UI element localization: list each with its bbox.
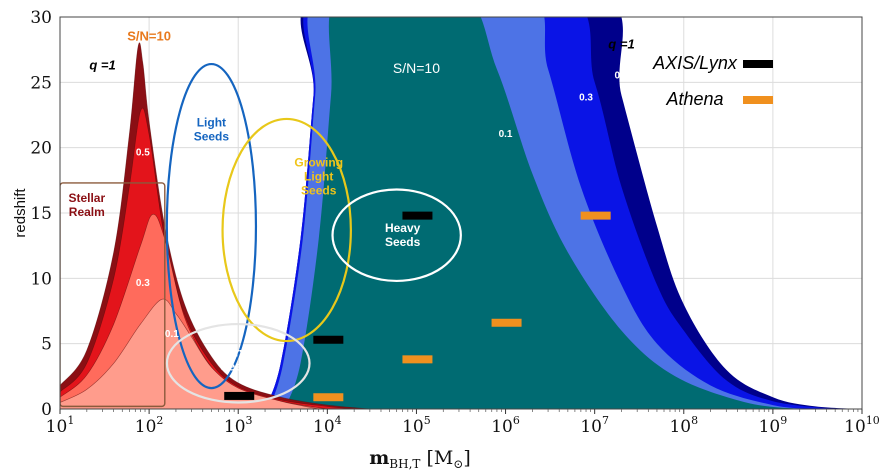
x-tick-label: 101 [46, 414, 75, 437]
growing-light-seeds-label: Seeds [301, 183, 337, 197]
q-label: q =1 [608, 36, 634, 51]
x-tick-label: 107 [580, 414, 609, 437]
y-tick-label: 5 [41, 335, 52, 355]
light-seeds-label: Light [197, 115, 226, 129]
x-tick-label: 105 [402, 414, 431, 437]
curve-labels: S/N=10 S/N=10 q =1 0.5 0.3 0.1 q =1 0.5 0.3 0.1 [89, 29, 634, 341]
y-tick-label: 30 [30, 8, 52, 28]
axis-lynx-marker [402, 211, 433, 220]
heavy-seeds-label: Seeds [385, 235, 421, 249]
growing-light-seeds-label: Light [304, 169, 333, 183]
y-tick-label: 15 [30, 204, 52, 224]
athena-marker [580, 211, 611, 220]
y-tick-label: 10 [30, 269, 52, 289]
x-tick-label: 103 [224, 414, 253, 437]
high-mass-area-q-0.1 [284, 17, 800, 409]
x-axis-ticks: 101 102 103 104 105 106 107 108 109 1010 [46, 409, 880, 437]
x-tick-label: 108 [669, 414, 698, 437]
q-label: 0.1 [499, 129, 513, 140]
growing-light-seeds-label: Growing [294, 155, 343, 169]
legend-label: Athena [665, 89, 723, 109]
high-mass-sn-label: S/N=10 [393, 60, 440, 76]
y-axis-label: redshift [12, 188, 29, 238]
x-tick-label: 1010 [844, 414, 880, 437]
starved-seeds-region [165, 322, 311, 404]
light-seeds-label: Seeds [194, 129, 230, 143]
x-axis-label: mBH,T [M⊙] [369, 447, 471, 471]
stellar-realm-label: Stellar [68, 191, 105, 205]
data-areas [60, 17, 862, 409]
light-seeds-region [165, 62, 258, 390]
y-axis-ticks: 0 5 10 15 20 25 30 [30, 8, 52, 420]
athena-marker [313, 393, 344, 402]
legend-swatch [743, 96, 773, 104]
y-tick-label: 0 [41, 400, 52, 420]
plot-frame [59, 16, 863, 410]
legend-label: AXIS/Lynx [652, 53, 738, 73]
stellar-realm-region [60, 182, 166, 408]
axis-lynx-marker [313, 335, 344, 344]
axis-lynx-marker [224, 391, 255, 400]
starved-seeds-label: Starved [216, 345, 260, 359]
growing-light-seeds-region [221, 117, 352, 343]
heavy-seeds-region [331, 188, 462, 283]
q-label: 0.3 [136, 278, 150, 289]
q-label: 0.3 [579, 93, 593, 104]
athena-marker [491, 318, 522, 327]
q-label: 0.5 [615, 70, 629, 81]
x-tick-label: 109 [759, 414, 788, 437]
seed-regions: StellarRealmLightSeedsGrowingLightSeedsH… [60, 62, 462, 408]
stellar-realm-label: Realm [69, 205, 105, 219]
x-tick-label: 106 [491, 414, 520, 437]
q-label: q =1 [89, 57, 115, 72]
starved-seeds-label: Seeds [221, 359, 257, 373]
heavy-seeds-label: Heavy [385, 221, 421, 235]
q-label: 0.1 [165, 329, 179, 340]
y-tick-label: 20 [30, 139, 52, 159]
athena-marker [402, 355, 433, 364]
y-tick-label: 25 [30, 73, 52, 93]
x-tick-label: 102 [135, 414, 164, 437]
legend: AXIS/Lynx Athena [652, 53, 773, 109]
detection-markers [224, 211, 611, 402]
legend-swatch [743, 60, 773, 68]
q-label: 0.5 [136, 148, 150, 159]
x-tick-label: 104 [313, 414, 342, 437]
low-mass-sn-label: S/N=10 [127, 29, 171, 44]
